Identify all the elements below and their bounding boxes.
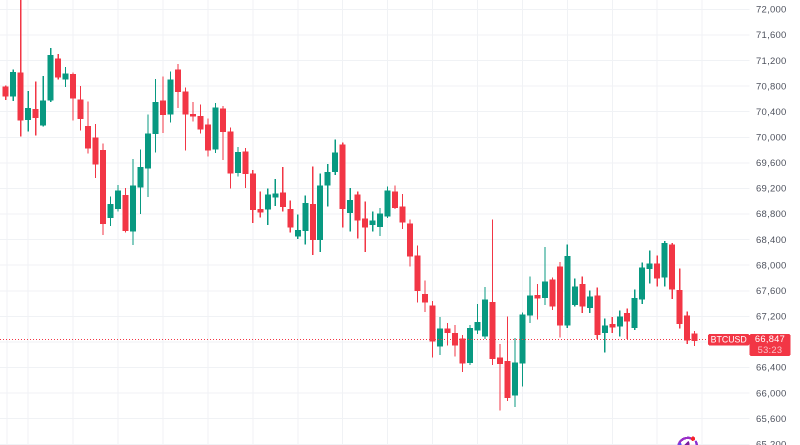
svg-text:68,000: 68,000 [756, 260, 787, 271]
svg-text:67,200: 67,200 [756, 312, 787, 323]
svg-text:66,847: 66,847 [755, 334, 785, 344]
svg-text:71,600: 71,600 [756, 30, 787, 41]
svg-text:65,200: 65,200 [756, 440, 787, 445]
svg-text:70,000: 70,000 [756, 133, 787, 144]
svg-text:65,600: 65,600 [756, 414, 787, 425]
svg-text:69,200: 69,200 [756, 184, 787, 195]
svg-text:66,000: 66,000 [756, 388, 787, 399]
svg-text:69,600: 69,600 [756, 158, 787, 169]
svg-text:BTCUSD: BTCUSD [711, 335, 747, 345]
svg-text:72,000: 72,000 [756, 5, 787, 16]
svg-text:70,800: 70,800 [756, 81, 787, 92]
svg-text:68,800: 68,800 [756, 209, 787, 220]
svg-text:66,400: 66,400 [756, 363, 787, 374]
svg-text:71,200: 71,200 [756, 56, 787, 67]
svg-text:70,400: 70,400 [756, 107, 787, 118]
svg-text:67,600: 67,600 [756, 286, 787, 297]
svg-text:68,400: 68,400 [756, 235, 787, 246]
svg-text:53:23: 53:23 [758, 345, 783, 355]
